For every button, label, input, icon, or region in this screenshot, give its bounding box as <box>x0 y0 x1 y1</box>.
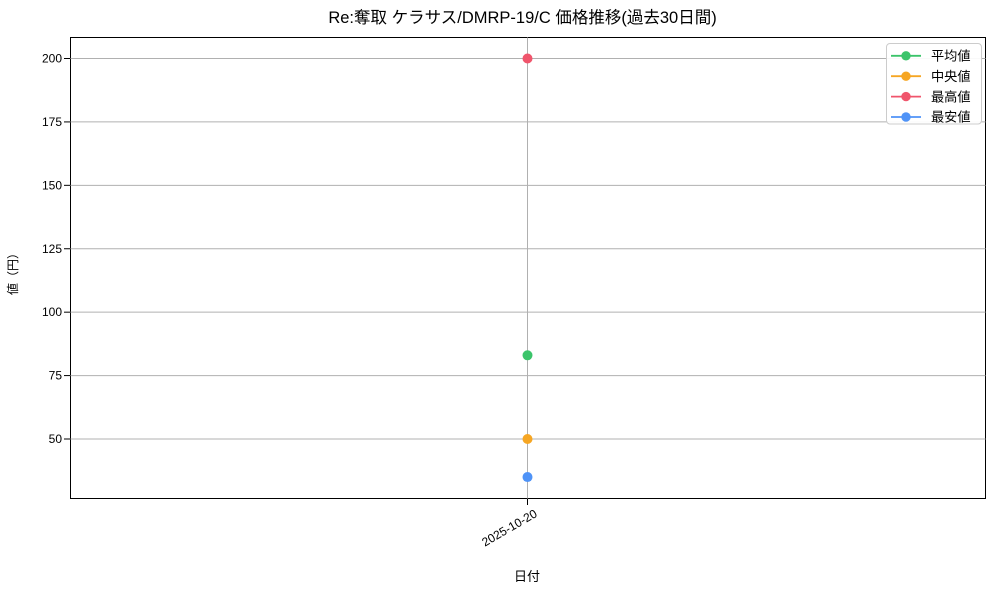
svg-text:Re:奪取 ケラサス/DMRP-19/C 価格推移(過去: Re:奪取 ケラサス/DMRP-19/C 価格推移(過去30日間) <box>328 8 716 27</box>
svg-text:最高値: 最高値 <box>931 88 971 104</box>
svg-text:50: 50 <box>49 432 63 446</box>
svg-text:100: 100 <box>42 305 62 319</box>
svg-text:175: 175 <box>42 115 62 129</box>
svg-text:中央値: 中央値 <box>931 69 971 84</box>
svg-text:値（円）: 値（円） <box>5 247 20 295</box>
svg-text:200: 200 <box>42 52 62 66</box>
svg-text:150: 150 <box>42 178 62 192</box>
svg-text:平均値: 平均値 <box>931 49 971 64</box>
svg-text:日付: 日付 <box>514 569 540 584</box>
svg-text:75: 75 <box>49 369 63 383</box>
svg-text:125: 125 <box>42 242 62 256</box>
svg-text:最安値: 最安値 <box>931 110 971 125</box>
